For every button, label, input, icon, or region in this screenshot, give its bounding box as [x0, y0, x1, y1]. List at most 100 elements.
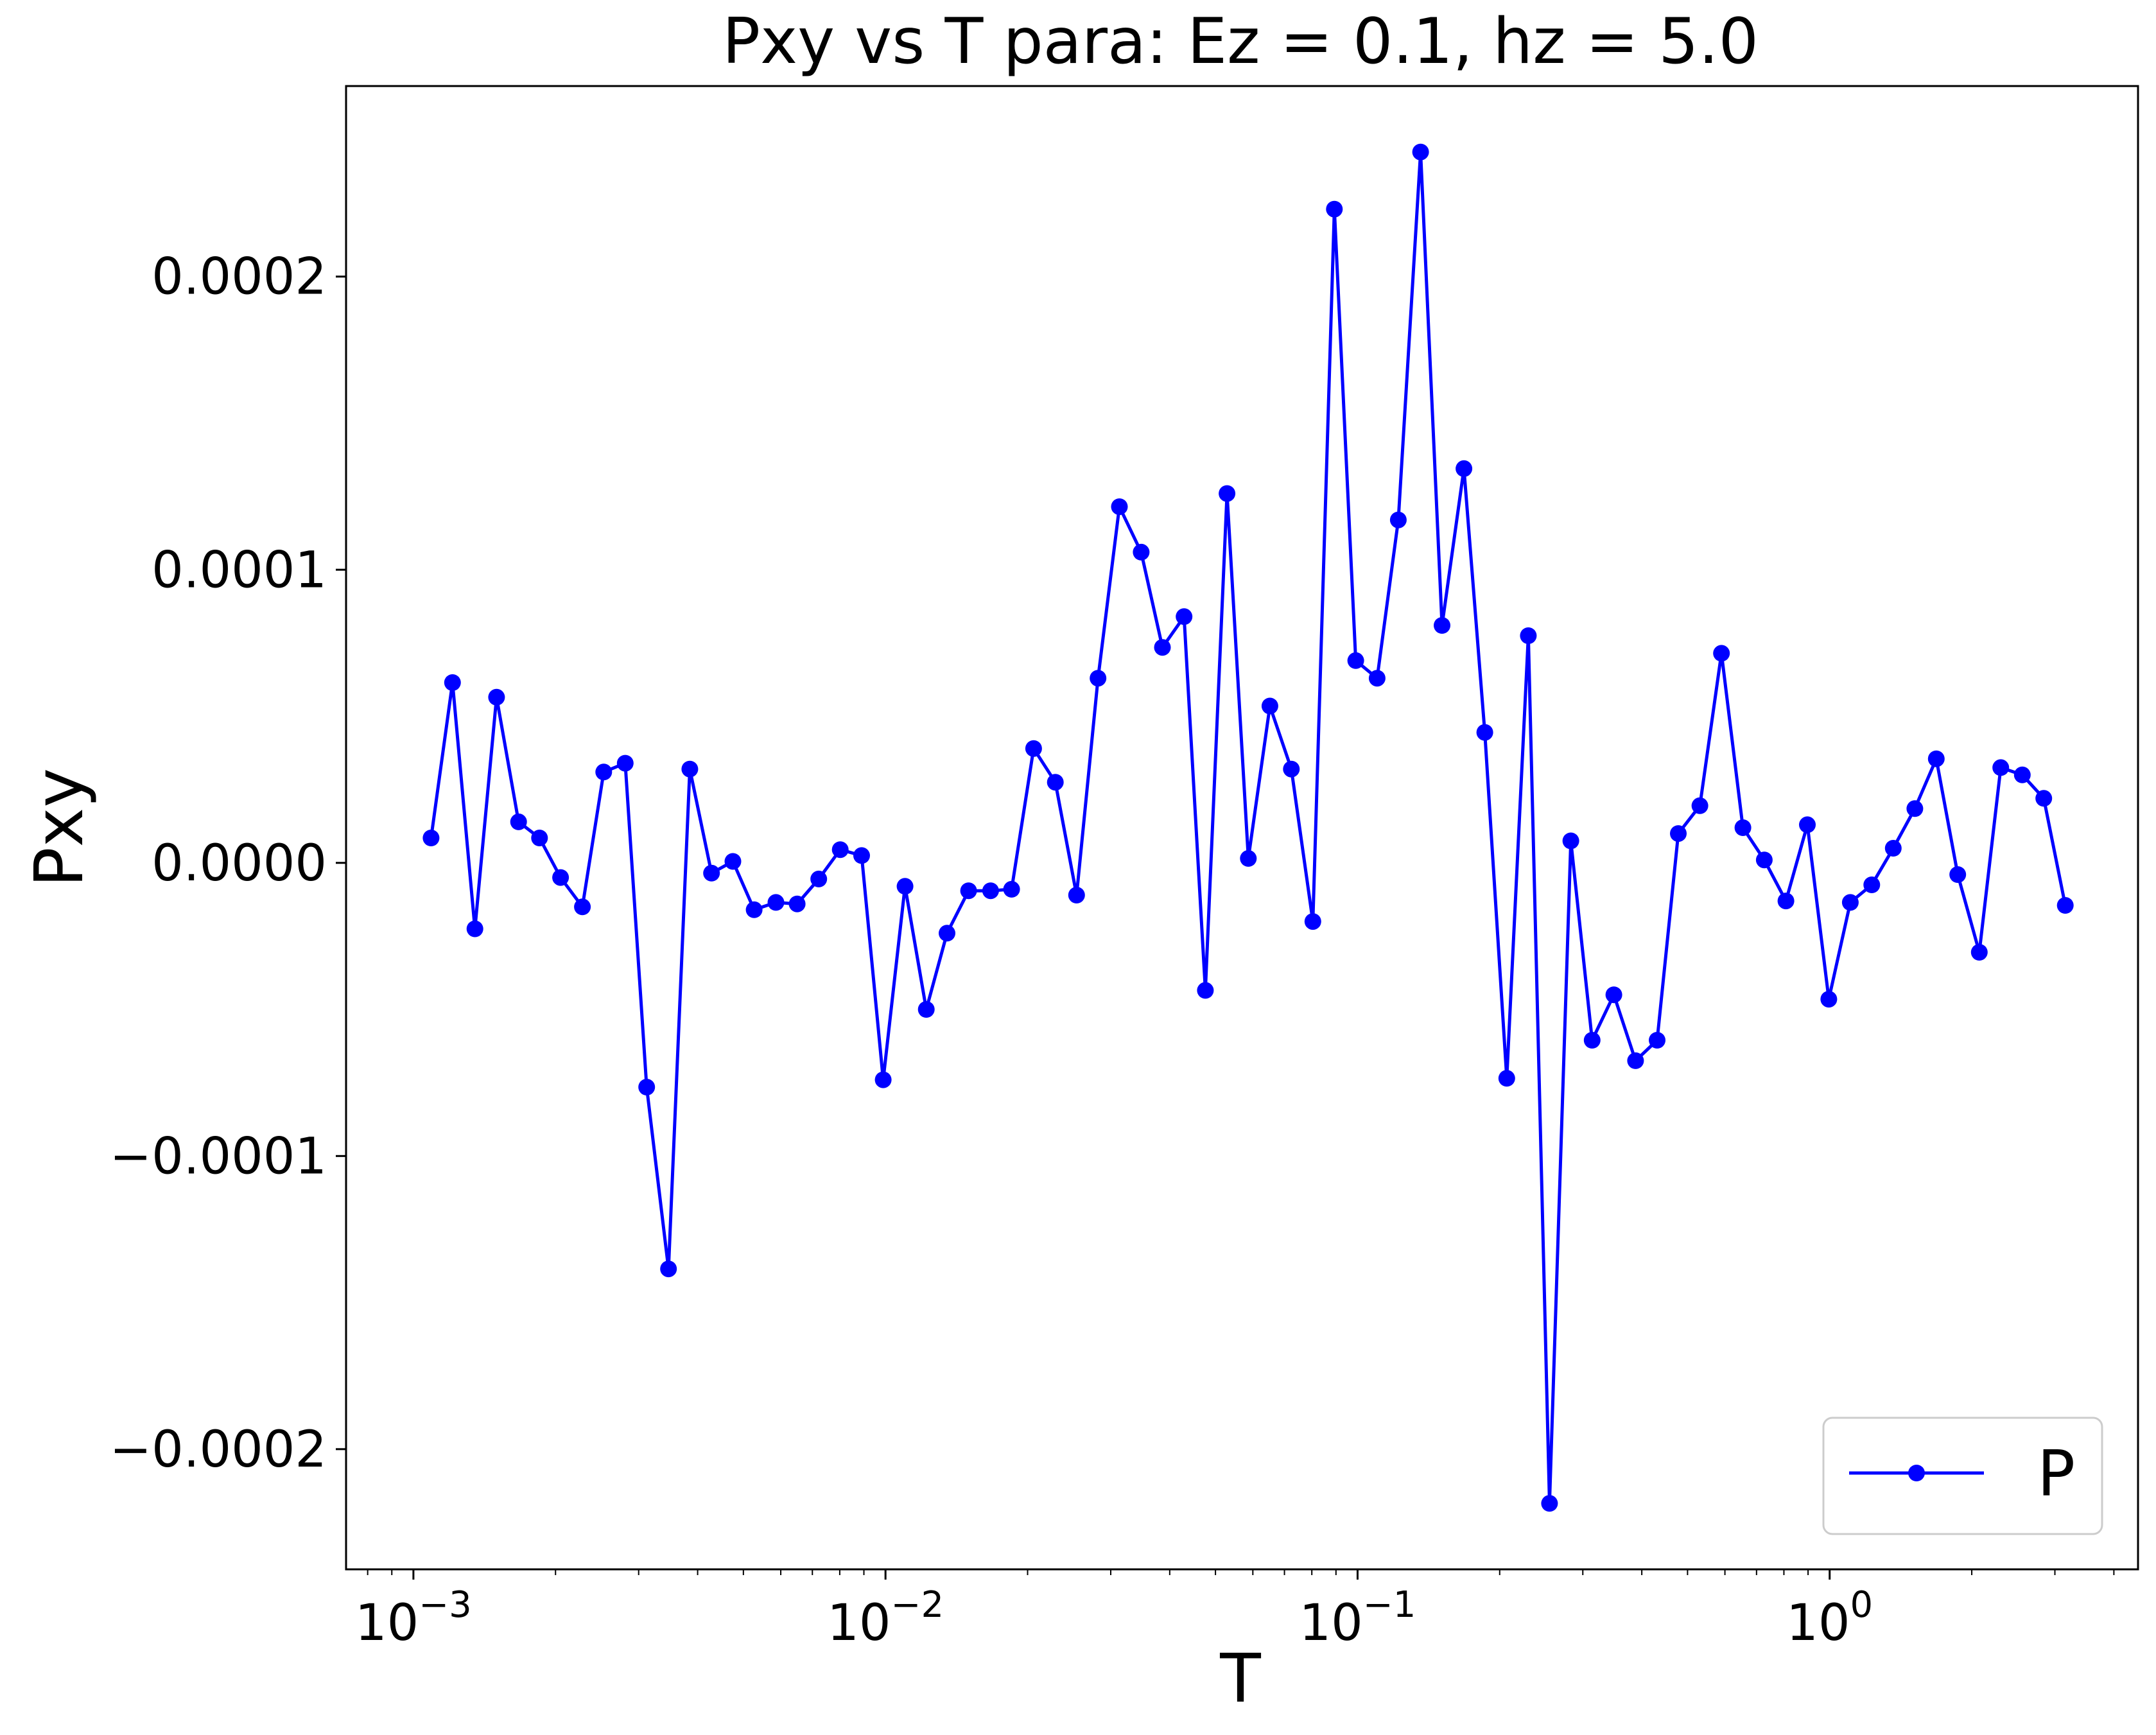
data-point: [1262, 698, 1278, 715]
data-point: [1692, 798, 1708, 814]
data-point: [444, 674, 461, 691]
x-tick-base: 10: [827, 1594, 891, 1652]
data-point: [1197, 982, 1213, 998]
data-point: [1477, 724, 1493, 741]
x-tick-base: 10: [1300, 1594, 1363, 1652]
data-point: [1068, 887, 1085, 903]
x-tick-label: 10−2: [827, 1584, 944, 1652]
data-point: [1154, 639, 1171, 656]
data-point: [875, 1072, 892, 1088]
data-point: [1326, 201, 1343, 218]
data-point: [638, 1079, 655, 1095]
data-point: [1004, 881, 1020, 898]
data-point: [1176, 608, 1192, 625]
y-axis-label: Pxy: [20, 768, 98, 887]
data-point: [1906, 800, 1923, 817]
data-point: [1649, 1032, 1665, 1049]
data-point: [1305, 913, 1321, 930]
data-point: [1047, 774, 1064, 790]
data-point: [982, 882, 999, 899]
data-point: [1133, 544, 1149, 561]
x-tick-base: 10: [355, 1594, 419, 1652]
data-point: [1885, 840, 1902, 857]
data-point: [2014, 767, 2031, 783]
x-tick-exponent: −3: [419, 1584, 472, 1626]
data-point: [510, 814, 527, 830]
data-point: [1949, 866, 1966, 883]
legend: P: [1823, 1418, 2102, 1534]
data-point: [1219, 485, 1235, 502]
data-point: [2057, 897, 2074, 914]
data-point: [789, 896, 806, 912]
data-point: [1820, 991, 1837, 1007]
data-point: [1842, 894, 1859, 911]
data-point: [1606, 986, 1622, 1003]
data-point: [1799, 816, 1816, 833]
x-tick-exponent: 0: [1850, 1584, 1873, 1626]
x-tick-label: 10−3: [355, 1584, 472, 1652]
data-point: [1434, 617, 1450, 634]
data-point: [1992, 759, 2009, 776]
data-point: [1369, 670, 1386, 686]
data-point: [552, 869, 569, 886]
data-point: [681, 761, 698, 778]
x-axis-label: T: [1219, 1639, 1261, 1718]
x-tick-exponent: −2: [891, 1584, 944, 1626]
data-point: [961, 882, 977, 899]
data-point: [574, 898, 591, 915]
data-point: [1390, 512, 1407, 528]
data-point: [531, 830, 548, 846]
data-point: [918, 1001, 935, 1018]
data-point: [1413, 144, 1429, 161]
data-point: [1025, 740, 1042, 757]
legend-marker: [1908, 1465, 1925, 1481]
data-point: [2035, 790, 2052, 806]
data-point: [725, 853, 742, 870]
data-point: [1348, 652, 1364, 669]
data-point: [617, 755, 634, 772]
data-point: [703, 865, 720, 882]
data-point: [1456, 460, 1472, 477]
legend-label: P: [2037, 1438, 2075, 1511]
data-point: [1670, 825, 1687, 842]
data-point: [1928, 751, 1945, 767]
data-point: [1756, 851, 1773, 868]
data-point: [1240, 850, 1256, 867]
data-point: [1111, 498, 1128, 515]
x-tick-base: 10: [1786, 1594, 1850, 1652]
x-tick-label: 100: [1786, 1584, 1873, 1652]
data-point: [422, 830, 439, 846]
x-tick-label: 10−1: [1300, 1584, 1416, 1652]
data-point: [488, 689, 505, 706]
y-tick-label: 0.0002: [152, 248, 327, 306]
data-point: [1713, 645, 1730, 661]
y-axis: 0.0002 0.0001 0.0000 −0.0001 −0.0002: [110, 248, 346, 1479]
data-point: [1778, 893, 1795, 909]
data-point: [467, 921, 483, 937]
data-point: [810, 871, 827, 887]
data-point: [939, 925, 955, 941]
data-point: [1971, 944, 1988, 961]
data-point: [1541, 1495, 1558, 1512]
data-point: [853, 847, 870, 864]
data-point: [832, 841, 849, 858]
y-tick-label: −0.0001: [110, 1128, 327, 1185]
data-point: [897, 878, 914, 894]
data-point: [660, 1260, 677, 1277]
data-point: [1090, 670, 1106, 686]
y-tick-label: −0.0002: [110, 1421, 327, 1479]
data-point: [1584, 1032, 1601, 1049]
data-point: [1563, 833, 1579, 850]
data-point: [1283, 761, 1300, 778]
plot-frame: [346, 86, 2138, 1569]
data-point: [595, 763, 612, 780]
y-tick-label: 0.0000: [152, 835, 327, 893]
x-axis: 10−3 10−2 10−1 100: [355, 1569, 1873, 1652]
data-point: [1499, 1070, 1515, 1086]
chart-title: Pxy vs T para: Ez = 0.1, hz = 5.0: [722, 5, 1759, 78]
data-point: [1520, 627, 1536, 644]
data-point: [768, 894, 785, 911]
data-point: [1735, 819, 1752, 836]
data-point: [746, 902, 763, 918]
